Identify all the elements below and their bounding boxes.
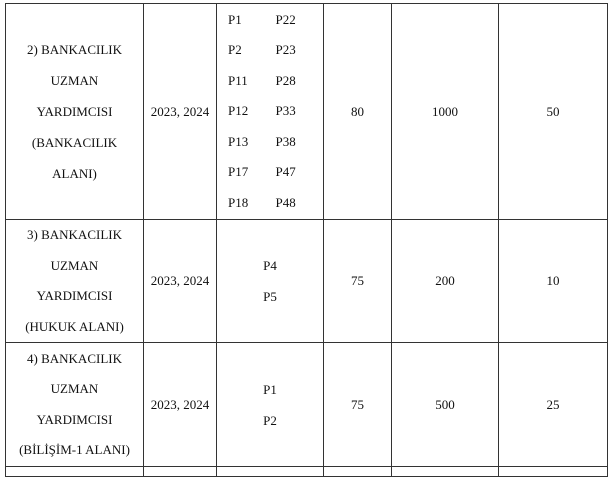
position-name-line: (BANKACILIK <box>31 135 118 150</box>
code: P1 <box>228 11 242 27</box>
years-cell: 2023, 2024 <box>143 342 217 467</box>
position-name-line: 4) BANKACILIK <box>27 350 122 366</box>
table-row: 3) BANKACILIK UZMAN YARDIMCISI (HUKUK AL… <box>5 219 608 343</box>
code: P17 <box>228 164 249 180</box>
empty-cell <box>143 466 217 477</box>
code: P38 <box>275 133 296 149</box>
position-name-line: UZMAN <box>50 257 99 273</box>
position-name-line: YARDIMCISI <box>36 288 113 303</box>
position-name-line: ALANI) <box>52 166 97 181</box>
position-name-line: UZMAN <box>50 381 99 396</box>
value-cell-5: 200 <box>391 219 499 343</box>
years-cell: 2023, 2024 <box>143 219 217 343</box>
table-row-partial <box>5 466 608 477</box>
code: P28 <box>275 72 296 88</box>
value-cell-6: 25 <box>498 342 608 467</box>
position-name-line: (HUKUK ALANI) <box>25 318 124 334</box>
code: P12 <box>228 103 249 119</box>
codes-cell: P1 P2 <box>216 342 324 467</box>
code: P18 <box>228 194 249 210</box>
years-cell: 2023, 2024 <box>143 3 217 220</box>
code: P4 <box>263 258 277 273</box>
empty-cell <box>216 466 324 477</box>
position-name-line: YARDIMCISI <box>36 104 113 119</box>
value-cell-4: 75 <box>323 219 392 343</box>
position-name-line: UZMAN <box>50 73 99 88</box>
value-cell-5: 500 <box>391 342 499 467</box>
value-cell-4: 75 <box>323 342 392 467</box>
code: P5 <box>263 289 277 304</box>
position-name-cell: 4) BANKACILIK UZMAN YARDIMCISI (BİLİŞİM-… <box>5 342 144 467</box>
position-name-line: YARDIMCISI <box>36 411 113 427</box>
position-name-line: (BİLİŞİM-1 ALANI) <box>19 442 130 457</box>
position-name-cell: 3) BANKACILIK UZMAN YARDIMCISI (HUKUK AL… <box>5 219 144 343</box>
empty-cell <box>5 466 144 477</box>
code: P47 <box>275 164 296 180</box>
code: P23 <box>275 42 296 58</box>
code: P22 <box>275 11 296 27</box>
empty-cell <box>323 466 392 477</box>
positions-table: 2) BANKACILIK UZMAN YARDIMCISI (BANKACIL… <box>5 3 608 477</box>
empty-cell <box>391 466 499 477</box>
codes-cell: P1 P22 P2 P23 P11 P28 P12 P33 P13 P38 P17 P47 … <box>216 3 324 220</box>
value-cell-6: 10 <box>498 219 608 343</box>
code: P11 <box>228 72 248 88</box>
code: P48 <box>275 194 296 210</box>
position-name-line: 3) BANKACILIK <box>27 227 122 242</box>
code: P33 <box>275 103 296 119</box>
position-name-line: 2) BANKACILIK <box>27 42 122 57</box>
value-cell-4: 80 <box>323 3 392 220</box>
position-name-cell: 2) BANKACILIK UZMAN YARDIMCISI (BANKACIL… <box>5 3 144 220</box>
code: P13 <box>228 133 249 149</box>
codes-cell: P4 P5 <box>216 219 324 343</box>
table-row: 2) BANKACILIK UZMAN YARDIMCISI (BANKACIL… <box>5 3 608 220</box>
empty-cell <box>498 466 608 477</box>
value-cell-5: 1000 <box>391 3 499 220</box>
code: P2 <box>263 412 277 428</box>
table-row: 4) BANKACILIK UZMAN YARDIMCISI (BİLİŞİM-… <box>5 342 608 467</box>
value-cell-6: 50 <box>498 3 608 220</box>
code: P2 <box>228 42 242 58</box>
code: P1 <box>263 381 277 397</box>
